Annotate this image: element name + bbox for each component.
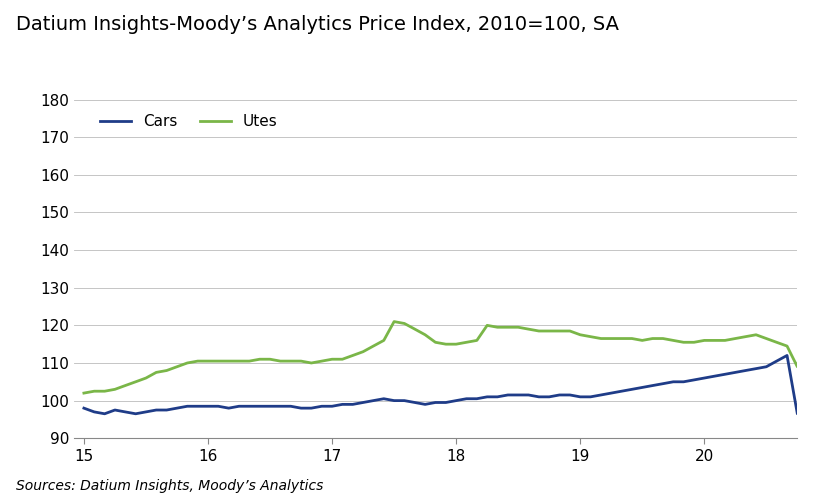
Utes xyxy=(441,341,450,347)
Text: Datium Insights-Moody’s Analytics Price Index, 2010=100, SA: Datium Insights-Moody’s Analytics Price … xyxy=(16,15,620,34)
Cars xyxy=(803,360,813,366)
Cars xyxy=(585,394,595,400)
Cars xyxy=(575,394,585,400)
Text: Sources: Datium Insights, Moody’s Analytics: Sources: Datium Insights, Moody’s Analyt… xyxy=(16,479,324,493)
Cars xyxy=(616,388,626,394)
Utes xyxy=(607,336,616,342)
Line: Cars: Cars xyxy=(84,237,822,414)
Cars xyxy=(648,382,658,388)
Legend: Cars, Utes: Cars, Utes xyxy=(95,110,283,134)
Utes xyxy=(565,328,575,334)
Utes xyxy=(79,390,89,396)
Cars xyxy=(79,405,89,411)
Utes xyxy=(575,332,585,338)
Cars xyxy=(451,397,461,403)
Utes xyxy=(637,338,647,344)
Cars xyxy=(99,411,109,417)
Line: Utes: Utes xyxy=(84,131,822,393)
Utes xyxy=(792,364,802,370)
